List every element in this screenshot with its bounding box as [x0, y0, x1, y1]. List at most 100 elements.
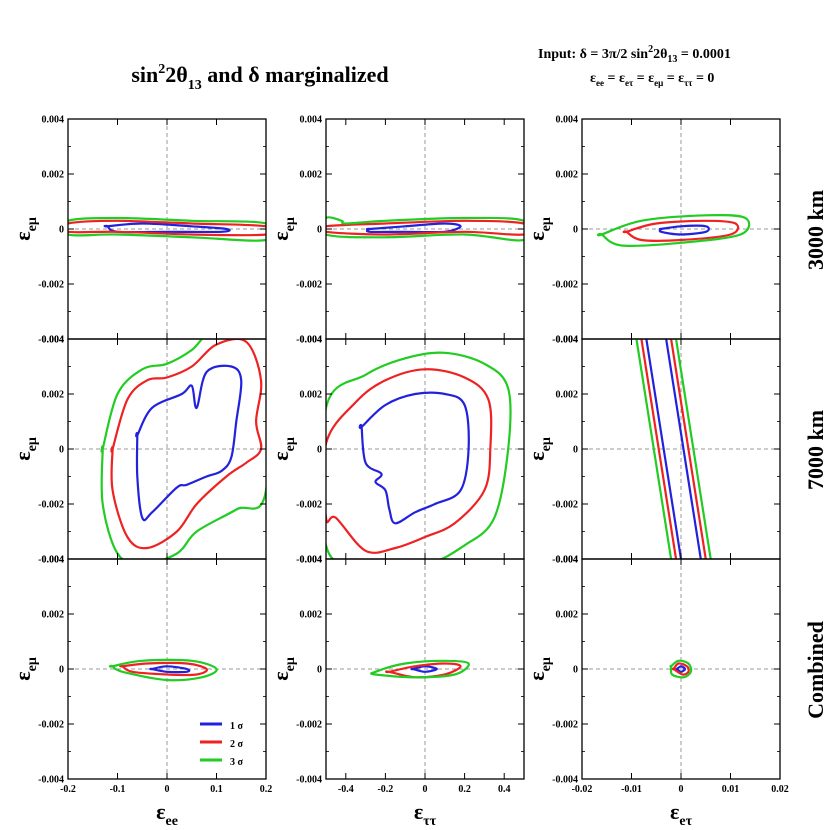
y-tick-label: 0.004	[42, 335, 65, 346]
legend-label: 1 σ	[230, 721, 244, 732]
y-tick-label: -0.002	[296, 280, 322, 291]
y-tick-label: -0.004	[296, 335, 322, 346]
x-tick-label: 0.02	[771, 784, 789, 795]
contour-2sigma	[671, 662, 690, 676]
y-tick-label: 0.002	[42, 390, 65, 401]
y-tick-label: 0	[59, 665, 64, 676]
panel-r1-c1: -0.004 -0.002 0 0.002 0.004 εeμ	[268, 335, 525, 566]
panel-grid: -0.004 -0.002 0 0.002 0.004 εeμ -0.004 -0.002 0 0…	[10, 115, 789, 830]
y-tick-label: 0.004	[556, 115, 579, 126]
x-tick-label: 0	[679, 784, 684, 795]
contour-3sigma	[108, 658, 218, 682]
y-tick-label: -0.002	[552, 720, 578, 731]
contour-2sigma	[326, 219, 524, 236]
y-tick-label: 0.002	[300, 170, 323, 181]
contour-2sigma	[640, 339, 707, 559]
x-tick-label: -0.2	[377, 784, 393, 795]
x-tick-label: -0.4	[338, 784, 354, 795]
y-tick-label: -0.004	[296, 775, 322, 786]
y-tick-label: -0.004	[38, 335, 64, 346]
x-tick-label: 0	[165, 784, 170, 795]
y-tick-label: 0	[317, 225, 322, 236]
contour-1sigma	[358, 391, 470, 525]
y-tick-label: 0.004	[556, 335, 579, 346]
x-tick-label: 0.4	[498, 784, 511, 795]
contour-2sigma	[326, 368, 493, 554]
y-tick-label: 0.004	[300, 115, 323, 126]
panel-r2-c1: -0.004 -0.002 0 0.002 0.004 -0.4 -0.2 0 0.2 0.4 εe…	[268, 555, 525, 829]
contour-3sigma	[596, 213, 751, 248]
y-tick-label: 0.002	[556, 170, 579, 181]
y-axis-label: εeμ	[524, 437, 554, 461]
legend: 1 σ 2 σ 3 σ	[200, 721, 244, 768]
x-tick-label: -0.2	[60, 784, 76, 795]
x-tick-label: 0.01	[722, 784, 740, 795]
contour-1sigma	[103, 222, 231, 234]
y-tick-label: -0.002	[38, 720, 64, 731]
y-axis-label: εeμ	[10, 217, 40, 241]
contour-3sigma	[635, 339, 712, 559]
y-tick-label: -0.002	[296, 500, 322, 511]
y-axis-label: εeμ	[268, 657, 298, 681]
panel-r0-c2: -0.004 -0.002 0 0.002 0.004 εeμ	[524, 115, 781, 346]
y-axis-label: εeμ	[10, 657, 40, 681]
x-tick-label: 0.1	[210, 784, 223, 795]
panel-r0-c1: -0.004 -0.002 0 0.002 0.004 εeμ	[268, 115, 525, 346]
y-tick-label: 0.004	[300, 555, 323, 566]
y-tick-label: 0.002	[556, 390, 579, 401]
y-tick-label: 0	[59, 225, 64, 236]
figure-title: sin22θ13 and δ marginalized	[131, 62, 388, 93]
panel-r1-c2: -0.004 -0.002 0 0.002 0.004 εeμ	[524, 335, 781, 566]
y-tick-label: -0.004	[552, 335, 578, 346]
y-tick-label: -0.002	[38, 280, 64, 291]
y-tick-label: 0	[59, 445, 64, 456]
contour-1sigma	[675, 665, 687, 673]
x-tick-label: 0	[423, 784, 428, 795]
x-tick-label: -0.1	[110, 784, 126, 795]
contour-3sigma	[326, 351, 512, 559]
y-tick-label: -0.002	[296, 720, 322, 731]
contour-1sigma	[645, 339, 702, 559]
input-params-line1: Input: δ = 3π/2 sin22θ13 = 0.0001	[538, 44, 731, 65]
legend-label: 3 σ	[230, 757, 244, 768]
row-label-3000km: 3000 km	[803, 190, 828, 270]
row-label-combined: Combined	[803, 621, 828, 719]
y-tick-label: -0.002	[552, 500, 578, 511]
contour-3sigma	[370, 659, 470, 679]
y-tick-label: -0.004	[38, 555, 64, 566]
contour-1sigma	[410, 665, 439, 673]
y-tick-label: 0	[573, 225, 578, 236]
contour-1sigma	[365, 222, 462, 234]
contour-2sigma	[385, 662, 462, 679]
y-tick-label: -0.004	[552, 775, 578, 786]
y-tick-label: 0.004	[42, 115, 65, 126]
contour-2sigma	[68, 219, 266, 237]
y-tick-label: 0	[573, 445, 578, 456]
y-tick-label: -0.002	[38, 500, 64, 511]
y-tick-label: 0	[317, 665, 322, 676]
contour-3sigma	[326, 216, 524, 242]
y-tick-label: 0.004	[42, 555, 65, 566]
x-tick-label: 0.2	[458, 784, 471, 795]
panel-r2-c0: -0.004 -0.002 0 0.002 0.004 -0.2 -0.1 0 0.1 0.2 εe…	[10, 555, 272, 830]
y-tick-label: 0.004	[300, 335, 323, 346]
y-tick-label: 0.002	[300, 390, 323, 401]
panel-r1-c0: -0.004 -0.002 0 0.002 0.004 εeμ	[10, 335, 267, 566]
contour-3sigma	[68, 216, 266, 242]
x-tick-label: 0.2	[260, 784, 273, 795]
x-tick-label: -0.01	[621, 784, 642, 795]
x-axis-label: εττ	[414, 799, 437, 829]
legend-label: 2 σ	[230, 739, 244, 750]
y-tick-label: -0.002	[552, 280, 578, 291]
y-axis-label: εeμ	[268, 437, 298, 461]
y-tick-label: 0.002	[556, 610, 579, 621]
input-params-line2: εee = εeτ = εeμ = εττ = 0	[590, 71, 714, 88]
x-axis-label: εee	[156, 799, 178, 829]
x-axis-label: εeτ	[670, 799, 693, 829]
x-tick-label: -0.02	[572, 784, 593, 795]
y-tick-label: -0.004	[38, 775, 64, 786]
y-tick-label: 0.004	[556, 555, 579, 566]
contour-3sigma	[100, 339, 266, 559]
contour-3sigma	[669, 659, 693, 679]
